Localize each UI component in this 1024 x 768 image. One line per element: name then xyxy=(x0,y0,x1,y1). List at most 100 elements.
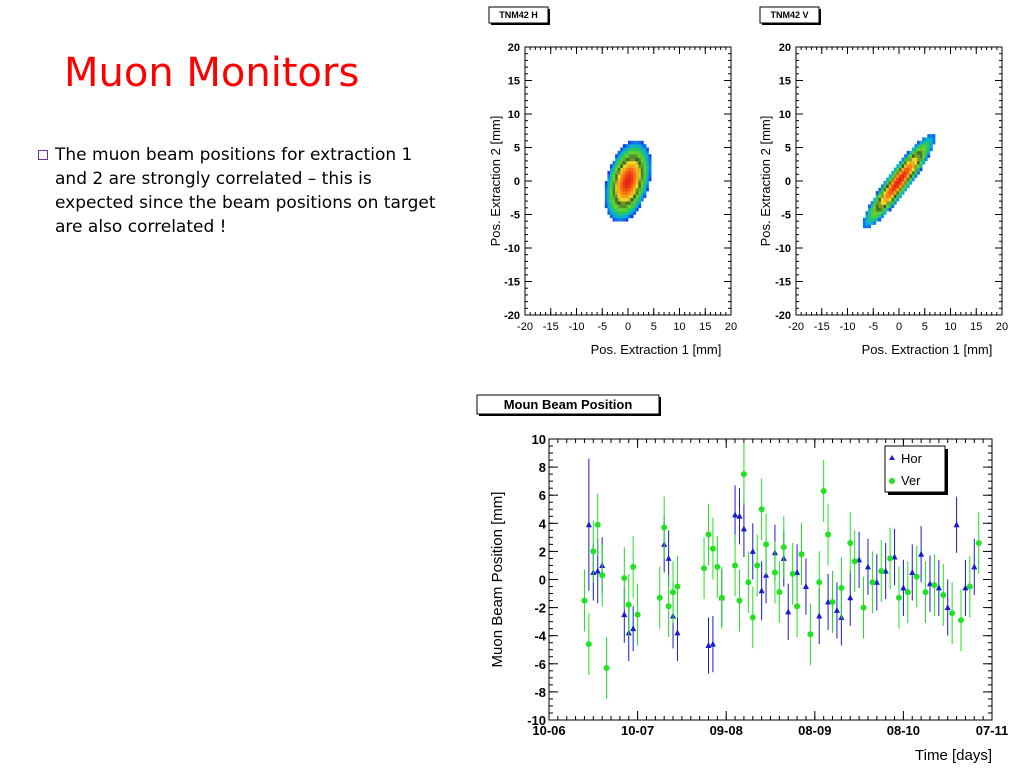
density-cell xyxy=(893,177,897,182)
density-cell xyxy=(911,150,915,155)
density-cell xyxy=(917,167,920,172)
y-tick-label: 6 xyxy=(539,488,546,503)
density-cell xyxy=(633,140,637,145)
density-cell xyxy=(911,147,915,152)
density-cell xyxy=(635,147,639,152)
data-point xyxy=(816,579,823,586)
y-tick-label: -5 xyxy=(781,210,791,222)
data-point xyxy=(732,562,739,569)
density-cell xyxy=(901,164,905,168)
density-cell xyxy=(909,181,913,185)
density-cell xyxy=(630,181,634,185)
density-cell xyxy=(909,157,913,162)
density-cell xyxy=(630,150,634,155)
density-cell xyxy=(893,170,897,175)
square-bullet-icon xyxy=(38,150,48,160)
density-cell xyxy=(924,137,928,142)
data-point xyxy=(829,598,836,605)
density-cell xyxy=(640,157,644,162)
x-tick-label: 0 xyxy=(625,321,631,333)
density-cell xyxy=(628,177,631,182)
density-cell xyxy=(635,177,639,182)
density-cell xyxy=(630,197,634,202)
data-point xyxy=(975,539,982,546)
x-tick-label: 20 xyxy=(725,321,737,333)
density-cell xyxy=(625,181,629,185)
density-cell xyxy=(633,160,637,165)
density-cell xyxy=(628,194,631,199)
density-cell xyxy=(878,207,882,212)
density-cell xyxy=(878,204,882,209)
density-cell xyxy=(883,181,887,185)
density-cell xyxy=(904,177,908,182)
density-cell xyxy=(607,174,611,178)
density-cell xyxy=(911,167,915,172)
density-cell xyxy=(648,157,652,162)
density-cell xyxy=(625,204,629,209)
density-cell xyxy=(630,184,634,188)
density-cell xyxy=(622,177,626,182)
density-cell xyxy=(891,184,895,188)
density-cell xyxy=(604,204,608,209)
density-cell xyxy=(886,194,889,199)
density-cell xyxy=(633,211,637,215)
density-cell xyxy=(883,207,887,212)
density-cell xyxy=(896,174,900,178)
density-cell xyxy=(880,204,884,209)
density-cell xyxy=(909,174,913,178)
density-cell xyxy=(638,174,642,178)
data-point xyxy=(740,525,747,532)
density-cell xyxy=(643,167,647,172)
legend-label: Hor xyxy=(901,451,923,466)
density-cell xyxy=(904,160,908,165)
density-cell xyxy=(638,187,642,192)
data-point xyxy=(798,551,805,558)
density-cell xyxy=(886,184,889,188)
data-point xyxy=(670,589,677,596)
density-cell xyxy=(617,160,621,165)
x-tick-label: -10 xyxy=(840,321,856,333)
density-cell xyxy=(929,134,933,138)
density-cell xyxy=(873,204,877,209)
density-cell xyxy=(878,191,882,195)
density-cell xyxy=(604,197,608,202)
density-cell xyxy=(635,150,639,155)
density-cell xyxy=(888,204,892,209)
density-cell xyxy=(896,167,900,172)
density-cell xyxy=(640,150,644,155)
density-cell xyxy=(638,201,642,205)
y-tick-label: -2 xyxy=(534,601,546,616)
density-cell xyxy=(932,137,936,142)
density-cell xyxy=(609,177,613,182)
density-cell xyxy=(901,170,905,175)
x-tick-label: 20 xyxy=(996,321,1008,333)
density-cell xyxy=(633,144,637,148)
density-cell xyxy=(883,194,887,199)
density-cell xyxy=(604,184,608,188)
density-cell xyxy=(638,181,642,185)
density-cell xyxy=(927,150,931,155)
density-cell xyxy=(643,191,647,195)
density-cell xyxy=(630,191,634,195)
density-cell xyxy=(886,187,889,192)
density-cell xyxy=(635,191,639,195)
density-cell xyxy=(622,197,626,202)
x-tick-label: 15 xyxy=(699,321,711,333)
density-cell xyxy=(911,177,915,182)
density-cell xyxy=(906,184,910,188)
density-cell xyxy=(893,167,897,172)
density-cell xyxy=(622,164,626,168)
density-cell xyxy=(638,147,642,152)
density-cell xyxy=(628,157,631,162)
density-cell xyxy=(875,194,879,199)
density-cell xyxy=(612,174,616,178)
density-cell xyxy=(888,194,892,199)
x-tick-label: -20 xyxy=(788,321,804,333)
density-cell xyxy=(609,197,613,202)
density-cell xyxy=(643,187,647,192)
data-point xyxy=(630,563,637,570)
density-cell xyxy=(633,204,637,209)
density-cell xyxy=(625,197,629,202)
density-cell xyxy=(630,201,634,205)
density-cell xyxy=(868,211,871,215)
